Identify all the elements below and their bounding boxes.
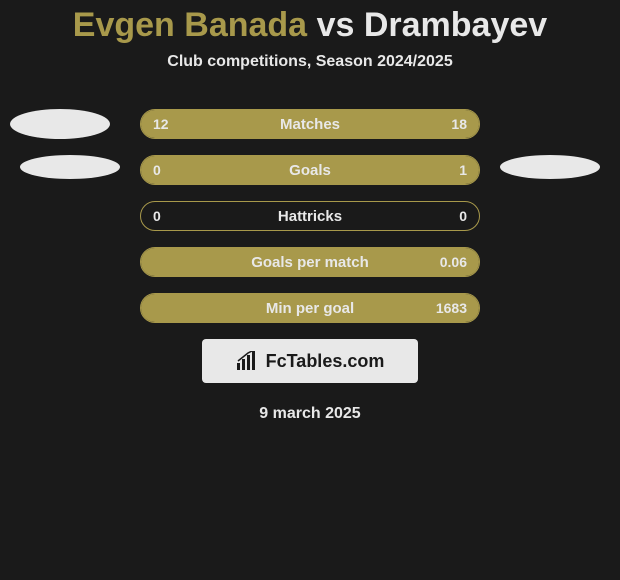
decorative-ellipse <box>500 155 600 179</box>
stat-bar: 12Matches18 <box>140 109 480 139</box>
snapshot-date: 9 march 2025 <box>0 405 620 423</box>
stat-bar: 0Goals1 <box>140 155 480 185</box>
stat-row: 0Goals1 <box>0 155 620 185</box>
stat-value-right: 1 <box>459 156 467 184</box>
stat-label: Hattricks <box>141 202 479 230</box>
stat-bar: 0Hattricks0 <box>140 201 480 231</box>
stat-bar: Goals per match0.06 <box>140 247 480 277</box>
decorative-ellipse <box>10 109 110 139</box>
stat-label: Matches <box>141 110 479 138</box>
brand-badge[interactable]: FcTables.com <box>202 339 418 383</box>
stat-label: Goals per match <box>141 248 479 276</box>
vs-separator: vs <box>317 6 355 44</box>
stat-row: Goals per match0.06 <box>0 247 620 277</box>
stat-label: Goals <box>141 156 479 184</box>
stat-value-right: 1683 <box>436 294 467 322</box>
brand-text: FcTables.com <box>266 351 385 372</box>
player1-name: Evgen Banada <box>73 6 307 44</box>
stat-value-right: 0.06 <box>440 248 467 276</box>
stat-row: Min per goal1683 <box>0 293 620 323</box>
stat-label: Min per goal <box>141 294 479 322</box>
stat-row: 0Hattricks0 <box>0 201 620 231</box>
subtitle: Club competitions, Season 2024/2025 <box>0 53 620 71</box>
bar-chart-icon <box>236 351 260 371</box>
decorative-ellipse <box>20 155 120 179</box>
stat-value-right: 18 <box>451 110 467 138</box>
stat-bar: Min per goal1683 <box>140 293 480 323</box>
stats-rows: 12Matches180Goals10Hattricks0Goals per m… <box>0 109 620 323</box>
stat-row: 12Matches18 <box>0 109 620 139</box>
stat-value-right: 0 <box>459 202 467 230</box>
player2-name: Drambayev <box>364 6 547 44</box>
comparison-title: Evgen Banada vs Drambayev <box>0 0 620 45</box>
